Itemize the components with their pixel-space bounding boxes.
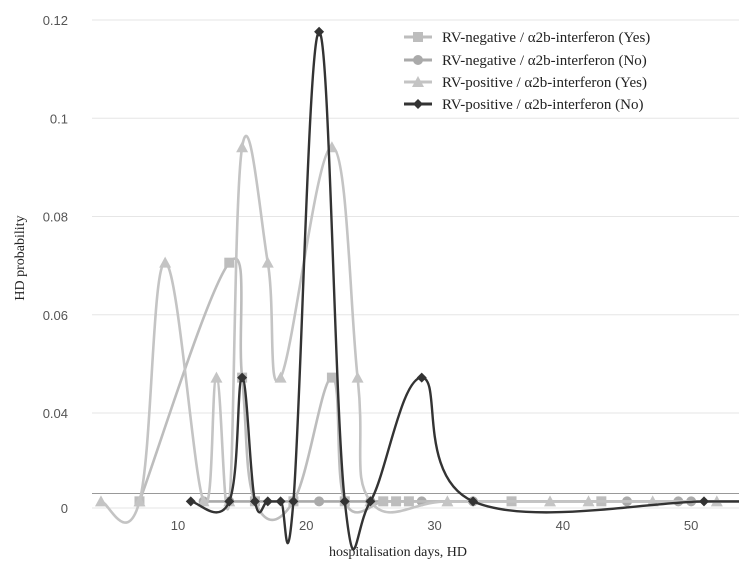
data-point	[391, 496, 402, 507]
x-tick-label: 40	[556, 518, 570, 533]
x-tick-label: 50	[684, 518, 698, 533]
y-tick-label: 0.08	[43, 210, 68, 225]
series-3	[94, 135, 739, 524]
data-point	[365, 496, 376, 507]
data-point	[314, 26, 325, 37]
data-point	[274, 371, 287, 383]
legend-label: RV-positive / α2b-interferon (No)	[442, 97, 643, 113]
data-point	[249, 496, 260, 507]
data-point	[237, 372, 248, 383]
data-point	[197, 495, 210, 507]
data-point	[159, 256, 172, 268]
x-tick-labels: 10 20 30 40 50	[171, 518, 699, 533]
data-point	[236, 141, 249, 153]
series-layer	[94, 26, 739, 551]
data-point	[416, 372, 427, 383]
y-tick-label: 0	[61, 501, 68, 516]
data-point	[275, 496, 286, 507]
data-point	[582, 495, 595, 507]
gridlines	[92, 19, 739, 509]
data-point	[698, 496, 709, 507]
y-tick-label: 0.1	[50, 111, 68, 126]
y-tick-label: 0.12	[43, 13, 68, 28]
data-point	[314, 496, 325, 507]
x-tick-label: 20	[299, 518, 313, 533]
data-point	[403, 496, 414, 507]
data-point	[288, 496, 299, 507]
x-axis-label: hospitalisation days, HD	[329, 545, 467, 560]
data-point	[441, 495, 454, 507]
legend-marker	[413, 55, 423, 65]
legend-label: RV-negative / α2b-interferon (Yes)	[442, 30, 650, 46]
legend-marker	[413, 32, 423, 42]
data-point	[378, 496, 389, 507]
legend-marker	[413, 99, 423, 109]
y-tick-labels: 0 0.04 0.06 0.08 0.1 0.12	[43, 13, 68, 516]
data-point	[262, 496, 273, 507]
x-tick-label: 30	[427, 518, 441, 533]
data-point	[468, 496, 479, 507]
data-point	[210, 371, 223, 383]
data-point	[326, 372, 337, 383]
data-point	[133, 495, 146, 507]
legend: RV-negative / α2b-interferon (Yes) RV-neg…	[404, 30, 650, 113]
data-point	[544, 495, 557, 507]
series-4	[185, 26, 739, 551]
series-line	[99, 135, 739, 524]
data-point	[94, 495, 107, 507]
legend-marker	[412, 76, 424, 87]
y-axis-label: HD probability	[13, 215, 28, 300]
data-point	[339, 496, 350, 507]
x-tick-label: 10	[171, 518, 185, 533]
data-point	[224, 496, 235, 507]
data-point	[351, 371, 364, 383]
data-point	[185, 496, 196, 507]
legend-label: RV-negative / α2b-interferon (No)	[442, 53, 647, 69]
data-point	[224, 257, 235, 268]
y-tick-label: 0.04	[43, 406, 68, 421]
legend-label: RV-positive / α2b-interferon (Yes)	[442, 75, 647, 91]
data-point	[261, 256, 274, 268]
y-tick-label: 0.06	[43, 308, 68, 323]
